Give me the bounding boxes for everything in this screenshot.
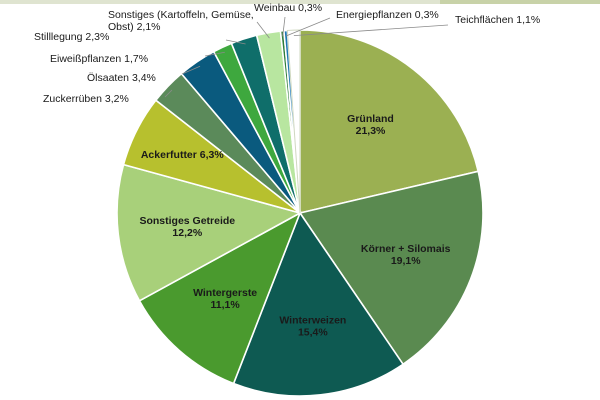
leader-line-sonstiges-kartoffeln-gemüse-obst [256,21,270,39]
leader-line-energiepflanzen [285,17,331,37]
slice-label-teichflächen: Teichflächen 1,1% [455,14,540,26]
leader-line-ölsaaten [181,65,201,75]
slice-label-energiepflanzen: Energiepflanzen 0,3% [336,9,439,21]
pie-slice-winterweizen [232,211,405,397]
pie-slices [116,29,484,397]
pie-slice-körner-silomais [298,170,484,366]
pie-slice-sonstiges-getreide [116,163,303,302]
slice-label-wintergerste: Wintergerste 11,1% [193,287,257,311]
leader-line-teichflächen [293,24,449,36]
slice-label-stilllegung: Stilllegung 2,3% [34,31,109,43]
leader-line-stilllegung [225,39,246,45]
pie-slice-wintergerste [138,211,302,385]
pie-slice-grünland [299,29,480,215]
slice-label-eiweißpflanzen: Eiweißpflanzen 1,7% [50,53,148,65]
top-divider-accent [440,0,600,4]
leader-line-eiweißpflanzen [204,51,225,57]
slice-label-ölsaaten: Ölsaaten 3,4% [87,72,156,84]
top-divider [0,0,600,4]
pie-labels: Grünland 21,3% Körner + Silomais 19,1% Winte… [34,2,540,339]
slice-label-grünland: Grünland 21,3% [347,113,394,137]
slice-label-sonstiges-kartoffeln-gemüse-obst: Sonstiges (Kartoffeln, Gemüse, Obst) 2,1% [108,9,254,33]
leader-line-zuckerrüben [164,89,173,98]
slice-label-zuckerrüben: Zuckerrüben 3,2% [43,93,129,105]
leader-line-weinbau [282,16,286,37]
slice-label-winterweizen: Winterweizen 15,4% [279,315,346,339]
slice-label-weinbau: Weinbau 0,3% [254,2,322,14]
slice-label-sonstiges-getreide: Sonstiges Getreide 12,2% [139,215,235,239]
slice-label-körner-silomais: Körner + Silomais 19,1% [361,243,451,267]
slice-label-ackerfutter: Ackerfutter 6,3% [141,149,225,161]
